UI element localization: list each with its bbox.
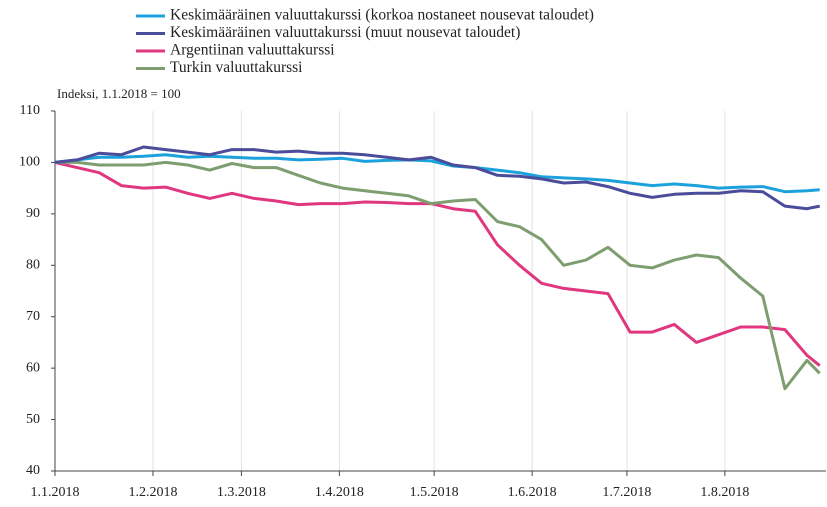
y-tick-label: 70	[26, 309, 40, 324]
series-line	[54, 160, 821, 367]
series-line	[54, 145, 821, 211]
x-tick-label: 1.7.2018	[602, 485, 651, 500]
y-tick-label: 60	[26, 360, 40, 375]
legend-label: Keskimääräinen valuuttakurssi (korkoa no…	[170, 7, 594, 24]
x-tick-label: 1.3.2018	[217, 485, 266, 500]
x-tick-label: 1.1.2018	[31, 485, 80, 500]
legend-label: Argentiinan valuuttakurssi	[170, 42, 335, 59]
legend-label: Keskimääräinen valuuttakurssi (muut nous…	[170, 24, 520, 41]
x-tick-label: 1.8.2018	[700, 485, 749, 500]
y-tick-label: 90	[26, 206, 40, 221]
x-tick-label: 1.5.2018	[410, 485, 459, 500]
y-tick-label: 40	[26, 463, 40, 478]
y-tick-label: 100	[19, 155, 40, 170]
series-line	[54, 153, 820, 194]
series-line	[55, 160, 821, 391]
y-tick-label: 50	[26, 412, 40, 427]
y-tick-label: 80	[26, 258, 40, 273]
y-tick-label: 110	[20, 103, 40, 118]
x-tick-label: 1.4.2018	[315, 485, 364, 500]
legend-label: Turkin valuuttakurssi	[170, 59, 303, 76]
x-tick-label: 1.6.2018	[508, 485, 557, 500]
x-tick-label: 1.2.2018	[128, 485, 177, 500]
y-axis-label: Indeksi, 1.1.2018 = 100	[57, 86, 181, 101]
